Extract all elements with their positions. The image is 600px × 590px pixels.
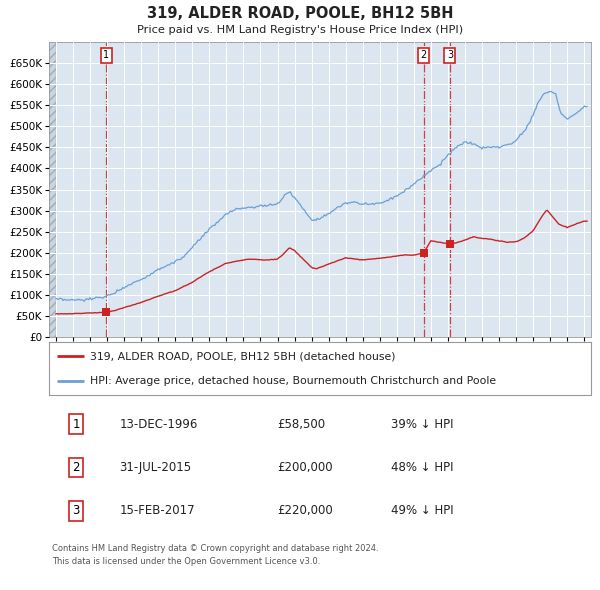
Text: 1: 1 — [103, 50, 109, 60]
Text: 15-FEB-2017: 15-FEB-2017 — [119, 504, 195, 517]
Text: 48% ↓ HPI: 48% ↓ HPI — [391, 461, 453, 474]
Text: This data is licensed under the Open Government Licence v3.0.: This data is licensed under the Open Gov… — [52, 557, 320, 566]
Text: 3: 3 — [447, 50, 453, 60]
Text: 3: 3 — [73, 504, 80, 517]
Text: 49% ↓ HPI: 49% ↓ HPI — [391, 504, 453, 517]
Text: 39% ↓ HPI: 39% ↓ HPI — [391, 418, 453, 431]
Text: 319, ALDER ROAD, POOLE, BH12 5BH (detached house): 319, ALDER ROAD, POOLE, BH12 5BH (detach… — [90, 351, 395, 361]
Text: Price paid vs. HM Land Registry's House Price Index (HPI): Price paid vs. HM Land Registry's House … — [137, 25, 463, 35]
Text: £200,000: £200,000 — [277, 461, 332, 474]
Text: 319, ALDER ROAD, POOLE, BH12 5BH: 319, ALDER ROAD, POOLE, BH12 5BH — [147, 6, 453, 21]
Text: HPI: Average price, detached house, Bournemouth Christchurch and Poole: HPI: Average price, detached house, Bour… — [90, 376, 496, 386]
Text: 13-DEC-1996: 13-DEC-1996 — [119, 418, 198, 431]
Text: Contains HM Land Registry data © Crown copyright and database right 2024.: Contains HM Land Registry data © Crown c… — [52, 544, 379, 553]
Text: 2: 2 — [421, 50, 427, 60]
Text: 1: 1 — [73, 418, 80, 431]
Text: £220,000: £220,000 — [277, 504, 332, 517]
Text: 2: 2 — [73, 461, 80, 474]
Text: 31-JUL-2015: 31-JUL-2015 — [119, 461, 192, 474]
Text: £58,500: £58,500 — [277, 418, 325, 431]
